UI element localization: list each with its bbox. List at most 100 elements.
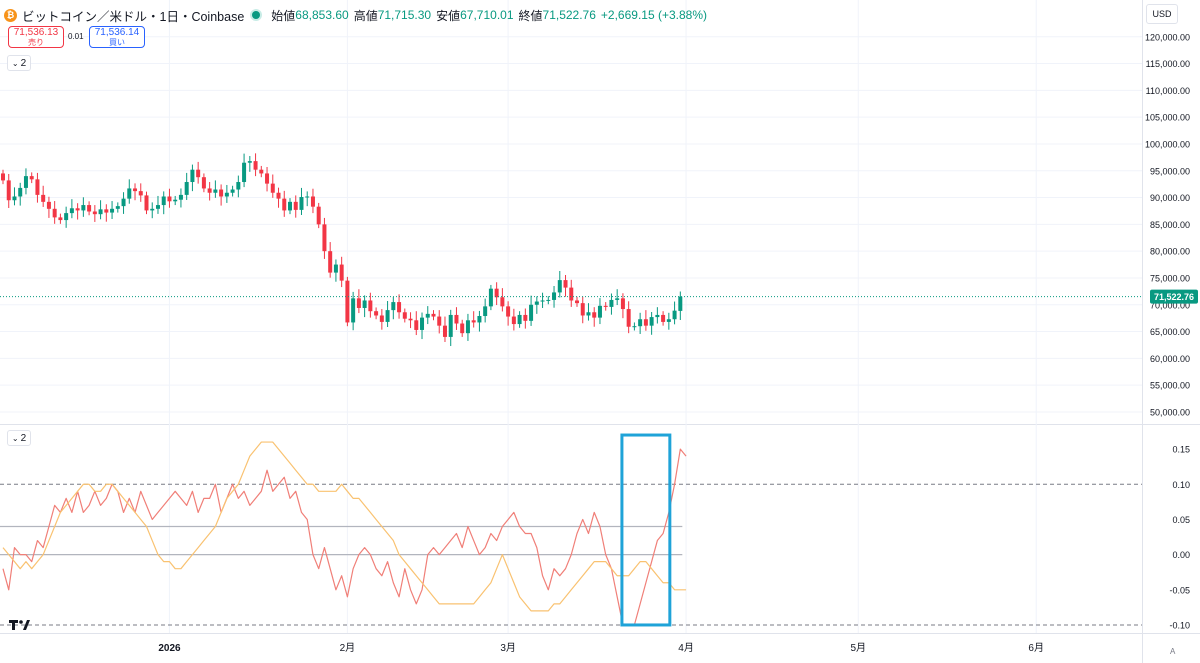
candle — [133, 183, 138, 201]
candle — [597, 298, 602, 325]
candle-body — [408, 318, 413, 321]
candle-body — [488, 288, 493, 307]
price-tick-label: 120,000.00 — [1145, 32, 1190, 42]
candle — [52, 201, 57, 224]
time-tick-label: 6月 — [1028, 642, 1044, 654]
candle — [529, 295, 534, 326]
candle — [259, 165, 264, 178]
candle — [207, 182, 212, 201]
candle — [333, 259, 338, 282]
buy-button[interactable]: 71,536.14 買い — [89, 26, 145, 48]
time-tick-label: 4月 — [678, 642, 694, 654]
candle — [110, 201, 115, 219]
main-pane-collapse-button[interactable]: ⌄ 2 — [7, 55, 31, 71]
symbol-title[interactable]: ビットコイン／米ドル・1日・Coinbase — [22, 9, 245, 24]
candle-body — [52, 208, 57, 218]
candle — [494, 282, 499, 306]
candle — [236, 175, 241, 198]
candle — [575, 296, 579, 307]
candle — [402, 308, 407, 323]
candle-body — [110, 208, 115, 213]
candle-body — [575, 300, 579, 304]
candle — [69, 199, 74, 219]
candle-body — [270, 183, 275, 193]
candle-body — [92, 211, 97, 215]
candle-body — [597, 305, 602, 318]
candle — [322, 217, 327, 259]
market-status-icon — [252, 11, 261, 19]
candle — [46, 196, 51, 218]
candle — [178, 188, 183, 208]
candle — [155, 195, 160, 214]
candle-body — [649, 317, 654, 326]
candle — [201, 173, 206, 193]
candle-body — [643, 319, 648, 326]
candle-body — [609, 299, 614, 307]
candle — [29, 172, 34, 184]
open-value: 68,853.60 — [295, 8, 349, 22]
chevron-down-icon: ⌄ — [11, 58, 19, 68]
oscillator-tick-label: -0.10 — [1169, 620, 1190, 630]
high-value: 71,715.30 — [377, 8, 432, 22]
candle — [666, 312, 671, 330]
candle — [517, 311, 522, 328]
candle-body — [557, 280, 562, 293]
candle-body — [75, 208, 80, 211]
candle — [655, 307, 660, 324]
candle-body — [529, 304, 534, 321]
candle-body — [678, 296, 683, 311]
tradingview-logo-icon — [9, 620, 30, 630]
price-tick-label: 90,000.00 — [1150, 193, 1190, 203]
candle-body — [615, 298, 620, 300]
low-label: 安値 — [436, 8, 461, 23]
candle-body — [672, 310, 677, 320]
candle — [167, 188, 172, 208]
candle — [247, 156, 252, 172]
price-tick-label: 60,000.00 — [1150, 354, 1190, 364]
auto-scale-button[interactable]: A — [1170, 647, 1176, 656]
indicator-pane-collapse-button[interactable]: ⌄ 2 — [7, 430, 31, 446]
time-tick-label: 5月 — [850, 642, 866, 654]
candle — [104, 204, 109, 222]
candle-body — [230, 189, 235, 193]
candle-body — [282, 198, 287, 211]
close-label: 終値 — [518, 8, 543, 23]
candle — [420, 312, 425, 340]
oscillator-tick-label: 0.15 — [1172, 445, 1190, 455]
open-label: 始値 — [271, 8, 296, 23]
candle-body — [420, 317, 425, 330]
price-gridlines — [0, 36, 1142, 413]
last-price-badge-bg — [1150, 289, 1198, 304]
candle — [270, 174, 275, 198]
currency-button[interactable]: USD — [1146, 4, 1178, 24]
candle-body — [477, 316, 482, 323]
candle — [546, 296, 551, 305]
candle-body — [483, 306, 488, 317]
candle-body — [661, 314, 666, 322]
candle — [253, 153, 258, 177]
sell-button[interactable]: 71,536.13 売り — [8, 26, 64, 48]
candle — [305, 191, 310, 207]
candle — [127, 179, 132, 204]
candle — [506, 301, 511, 326]
candle — [603, 302, 608, 311]
candle — [379, 309, 384, 330]
candle-body — [29, 176, 34, 180]
candle-body — [173, 199, 178, 202]
main-pane-count: 2 — [20, 57, 27, 69]
candle — [569, 279, 574, 307]
candle — [299, 187, 304, 215]
candle — [523, 308, 528, 329]
candle-body — [592, 312, 597, 318]
candle — [511, 308, 516, 331]
spread-value: 0.01 — [68, 32, 84, 41]
candle-body — [603, 305, 608, 307]
candle-body — [356, 298, 361, 308]
candle-body — [58, 217, 63, 221]
oscillator-tick-label: 0.00 — [1172, 550, 1190, 560]
candle-body — [431, 313, 436, 317]
candle — [115, 202, 120, 213]
candle-body — [178, 194, 183, 200]
candle — [144, 191, 149, 215]
